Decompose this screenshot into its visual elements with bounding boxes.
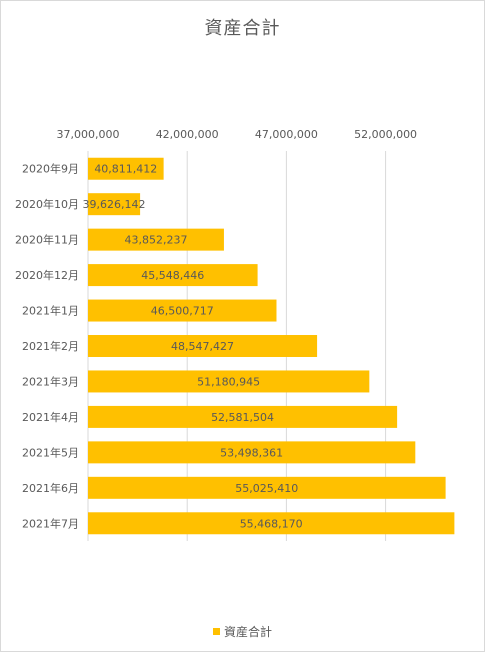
category-label: 2020年10月 bbox=[15, 197, 79, 211]
bar bbox=[88, 264, 258, 287]
data-label: 43,852,237 bbox=[124, 234, 187, 247]
bar bbox=[88, 370, 370, 393]
data-label: 45,548,446 bbox=[141, 269, 204, 282]
labels: 37,000,000 42,000,000 47,000,000 52,000,000… bbox=[15, 128, 417, 530]
bar bbox=[88, 157, 164, 180]
data-label: 52,581,504 bbox=[211, 411, 274, 424]
data-label: 48,547,427 bbox=[171, 340, 234, 353]
category-label: 2021年3月 bbox=[22, 374, 79, 388]
category-label: 2020年12月 bbox=[15, 268, 79, 282]
data-label: 51,180,945 bbox=[197, 375, 260, 388]
chart-title: 資産合計 bbox=[204, 18, 281, 39]
category-label: 2021年2月 bbox=[22, 339, 79, 353]
legend-swatch bbox=[212, 628, 220, 635]
category-label: 2021年4月 bbox=[22, 410, 79, 424]
bar bbox=[88, 512, 455, 535]
bar bbox=[88, 405, 398, 428]
bar bbox=[88, 335, 318, 357]
data-label: 55,468,170 bbox=[240, 517, 303, 530]
category-label: 2020年9月 bbox=[22, 162, 79, 176]
data-label: 55,025,410 bbox=[235, 482, 298, 495]
category-label: 2021年5月 bbox=[22, 445, 79, 459]
data-label: 46,500,717 bbox=[151, 305, 214, 318]
x-tick-label: 42,000,000 bbox=[156, 128, 219, 141]
category-label: 2021年1月 bbox=[22, 304, 79, 318]
bar bbox=[88, 228, 224, 251]
category-label: 2020年11月 bbox=[15, 233, 79, 247]
bar bbox=[88, 476, 446, 499]
category-label: 2021年6月 bbox=[22, 481, 79, 495]
x-tick-label: 37,000,000 bbox=[57, 128, 120, 141]
bar bbox=[88, 193, 141, 216]
data-label: 53,498,361 bbox=[220, 446, 283, 459]
bars bbox=[88, 157, 455, 535]
category-label: 2021年7月 bbox=[22, 516, 79, 530]
bar bbox=[88, 299, 277, 322]
bar bbox=[88, 441, 416, 464]
legend: 資産合計 bbox=[0, 623, 485, 640]
legend-label: 資産合計 bbox=[223, 625, 272, 639]
data-label: 39,626,142 bbox=[83, 198, 146, 211]
data-label: 40,811,412 bbox=[94, 163, 157, 176]
x-tick-label: 52,000,000 bbox=[354, 128, 417, 141]
x-tick-label: 47,000,000 bbox=[255, 128, 318, 141]
